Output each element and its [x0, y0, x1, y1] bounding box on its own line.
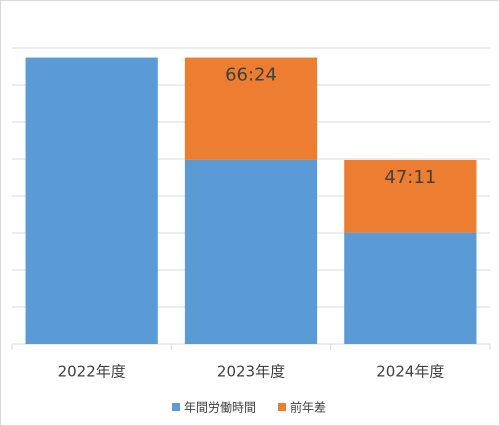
legend-label: 前年差 [290, 400, 326, 415]
legend-label: 年間労働時間 [184, 401, 256, 415]
legend-swatch [172, 403, 180, 411]
data-label: 47:11 [384, 167, 436, 188]
x-tick-label: 2023年度 [217, 363, 285, 381]
data-label: 66:24 [225, 65, 277, 86]
bar-segment [184, 57, 318, 160]
bar-segment [184, 159, 318, 344]
bar-segment [344, 159, 477, 233]
x-tick-label: 2022年度 [58, 363, 126, 381]
legend-swatch [278, 403, 287, 411]
x-tick-label: 2024年度 [376, 363, 444, 381]
bar-segment [25, 57, 158, 344]
bar-segment [344, 232, 477, 344]
